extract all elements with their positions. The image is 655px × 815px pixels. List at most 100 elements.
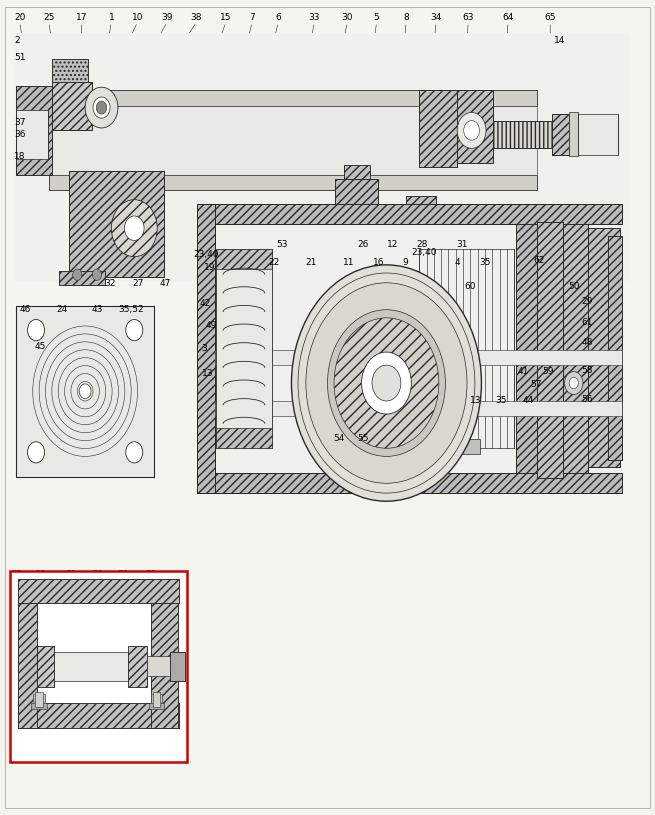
Text: 38: 38 [191, 13, 202, 23]
Bar [578, 114, 618, 155]
Text: 68: 68 [35, 570, 47, 579]
Bar [344, 165, 370, 179]
Bar [151, 603, 178, 728]
Bar [196, 204, 622, 224]
Bar [216, 428, 272, 448]
Circle shape [457, 112, 486, 148]
Circle shape [79, 384, 91, 399]
Bar [49, 90, 537, 106]
Bar [37, 645, 54, 686]
Text: 22: 22 [268, 258, 280, 267]
Bar [18, 703, 179, 728]
Bar [18, 579, 179, 603]
Bar [552, 114, 569, 155]
Bar [196, 204, 622, 493]
Text: 50: 50 [569, 282, 580, 292]
Bar [406, 196, 436, 228]
Text: 37: 37 [14, 117, 26, 127]
Bar [516, 224, 537, 473]
Bar [196, 204, 622, 224]
Text: 70: 70 [117, 570, 129, 579]
Text: 26: 26 [358, 240, 369, 249]
Bar [563, 224, 588, 473]
Text: 64: 64 [502, 13, 514, 23]
Bar [344, 165, 370, 179]
Bar [335, 179, 378, 204]
Bar [516, 224, 537, 473]
Circle shape [464, 121, 479, 140]
Text: 19: 19 [204, 262, 216, 272]
Bar [16, 110, 48, 159]
Bar [52, 82, 92, 130]
Text: 7: 7 [250, 13, 255, 23]
Text: 21: 21 [305, 258, 317, 267]
Bar [153, 692, 160, 707]
Text: 45: 45 [35, 341, 47, 351]
Text: 73: 73 [169, 610, 181, 620]
Circle shape [96, 101, 107, 114]
Bar [196, 204, 215, 493]
Circle shape [124, 216, 144, 240]
Text: 5: 5 [374, 13, 379, 23]
Text: 20: 20 [14, 13, 26, 23]
Circle shape [126, 442, 143, 463]
Text: 23,40: 23,40 [193, 249, 219, 259]
Bar [52, 59, 88, 82]
Text: 27: 27 [132, 279, 143, 289]
Text: 8: 8 [403, 13, 409, 23]
Circle shape [306, 283, 467, 483]
Bar [170, 652, 185, 681]
Text: 32: 32 [104, 279, 116, 289]
Bar [151, 694, 162, 707]
Text: 58: 58 [582, 365, 593, 375]
Text: ADAPTER KIT: ADAPTER KIT [25, 729, 92, 738]
Bar [69, 171, 164, 277]
Text: 14: 14 [554, 36, 566, 46]
Circle shape [372, 365, 401, 401]
Circle shape [328, 310, 445, 456]
Bar [216, 249, 272, 448]
Bar [569, 112, 578, 156]
Text: 41: 41 [517, 367, 529, 377]
Bar [18, 579, 179, 603]
Text: 75: 75 [148, 702, 160, 711]
Text: 17: 17 [76, 13, 88, 23]
Bar [35, 692, 43, 707]
Bar [170, 652, 185, 681]
Circle shape [126, 319, 143, 341]
Bar [52, 59, 88, 82]
Text: 74: 74 [28, 702, 40, 711]
Bar [588, 228, 620, 467]
Bar [151, 603, 178, 728]
Bar [16, 306, 154, 477]
Bar [493, 121, 552, 148]
Text: 56: 56 [582, 394, 593, 404]
Bar [49, 175, 537, 190]
Bar [493, 121, 552, 148]
Text: 2: 2 [14, 36, 20, 46]
Text: 71: 71 [65, 570, 77, 579]
Bar [406, 196, 436, 228]
Circle shape [362, 352, 411, 414]
Text: 54: 54 [333, 434, 345, 443]
Text: 46: 46 [19, 305, 31, 315]
Text: 35,52: 35,52 [118, 305, 144, 315]
Bar [49, 106, 537, 175]
Text: 61: 61 [582, 318, 593, 328]
Bar [537, 222, 563, 478]
Bar [419, 249, 514, 448]
Text: 35: 35 [479, 258, 491, 267]
Bar [457, 90, 493, 163]
Bar [196, 473, 622, 493]
Bar [608, 236, 622, 460]
Bar [18, 603, 37, 728]
Circle shape [93, 97, 110, 118]
Bar [215, 401, 622, 416]
Text: 30: 30 [341, 13, 353, 23]
Circle shape [111, 200, 157, 257]
Bar [31, 703, 47, 709]
Text: 23,40: 23,40 [412, 248, 437, 258]
Text: 76: 76 [91, 570, 103, 579]
Bar [18, 603, 37, 728]
Bar [128, 645, 147, 686]
